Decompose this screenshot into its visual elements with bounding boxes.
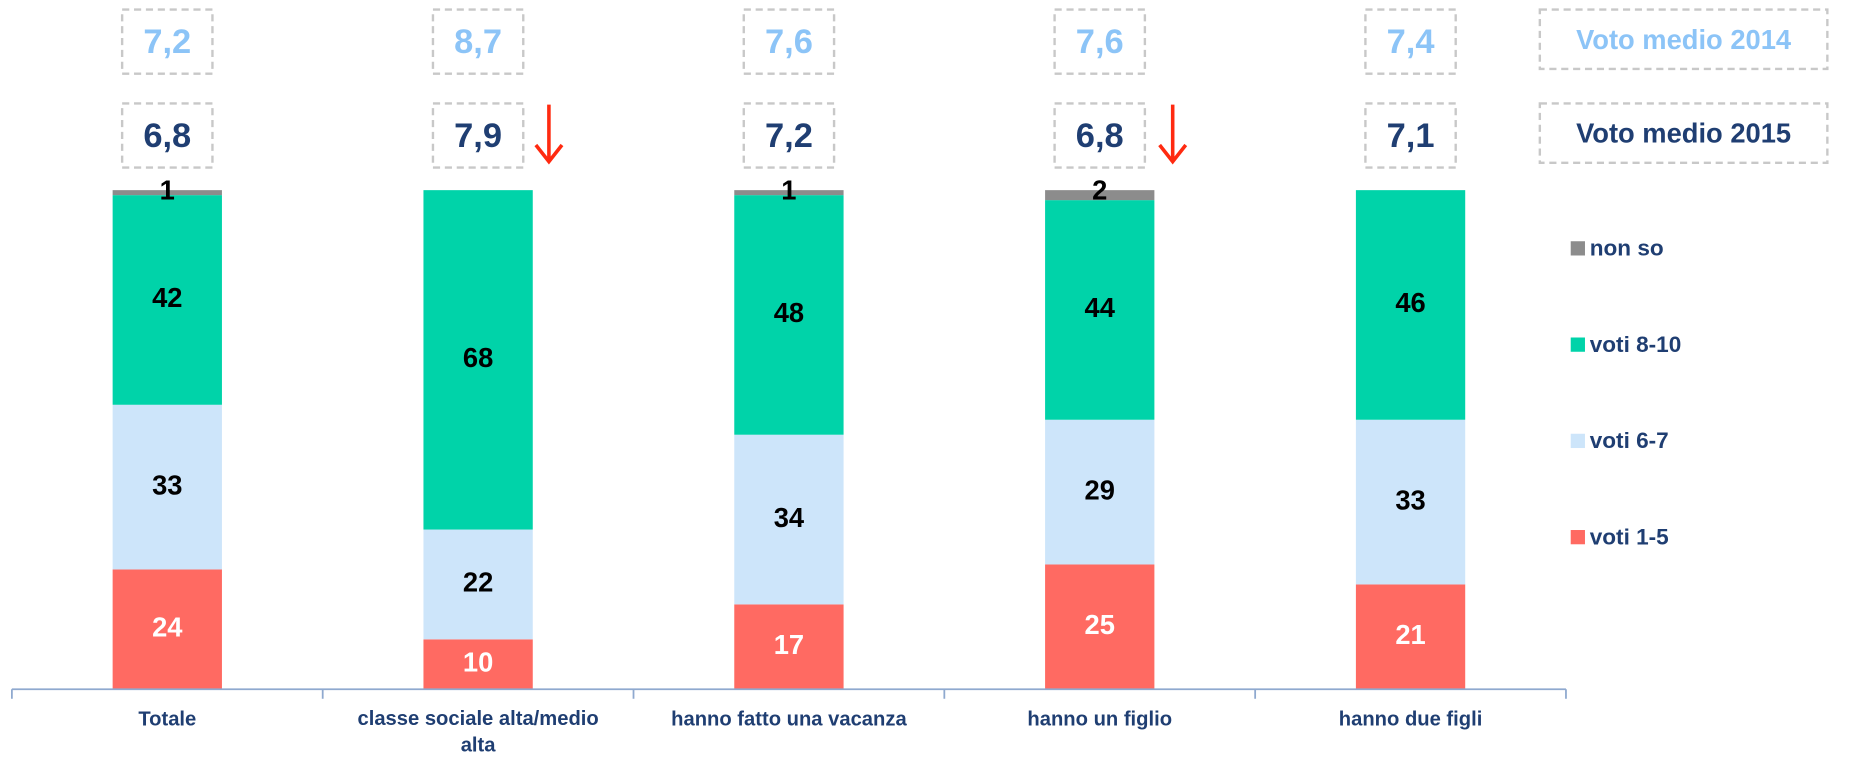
bar-segment bbox=[112, 190, 222, 196]
legend-swatch bbox=[1570, 241, 1585, 256]
average-value: 7,1 bbox=[1387, 117, 1435, 155]
data-label: 42 bbox=[152, 282, 182, 313]
x-tick-label: hanno un figlio bbox=[1027, 709, 1172, 731]
data-label: 68 bbox=[463, 342, 493, 373]
average-box bbox=[742, 102, 836, 169]
data-label: 24 bbox=[152, 612, 183, 643]
decline-arrows bbox=[534, 104, 1188, 165]
average-value: 7,2 bbox=[143, 23, 191, 61]
bar-segment bbox=[1355, 584, 1466, 690]
bar-segment bbox=[734, 604, 844, 690]
bar-segment bbox=[1045, 419, 1155, 565]
bar-segment bbox=[1045, 564, 1155, 690]
average-value: 8,7 bbox=[454, 23, 502, 61]
average-value: 7,6 bbox=[1076, 23, 1124, 61]
data-label: 34 bbox=[774, 502, 805, 533]
average-value: 7,9 bbox=[454, 117, 502, 155]
legend-label: voti 1-5 bbox=[1590, 524, 1669, 549]
average-legend-box bbox=[1538, 8, 1829, 71]
x-tick-label: hanno fatto una vacanza bbox=[671, 709, 907, 731]
bar-segment bbox=[734, 190, 844, 196]
data-label: 1 bbox=[781, 175, 796, 206]
average-legend-label: Voto medio 2015 bbox=[1576, 118, 1791, 149]
x-tick-label: hanno due figli bbox=[1339, 709, 1483, 731]
average-box bbox=[120, 8, 214, 75]
legend-label: voti 6-7 bbox=[1590, 428, 1669, 453]
data-label: 22 bbox=[463, 567, 493, 598]
data-label: 33 bbox=[152, 469, 182, 500]
data-label: 1 bbox=[160, 175, 175, 206]
data-label: 46 bbox=[1395, 287, 1425, 318]
average-box bbox=[120, 102, 214, 169]
bar-segment bbox=[734, 195, 844, 435]
bar-segment bbox=[112, 195, 222, 405]
average-box bbox=[1053, 102, 1147, 169]
data-label: 48 bbox=[774, 297, 804, 328]
average-value: 6,8 bbox=[1076, 117, 1124, 155]
down-arrow bbox=[534, 104, 564, 165]
bar-segment bbox=[734, 434, 844, 605]
data-label: 10 bbox=[463, 647, 493, 678]
average-value: 7,4 bbox=[1387, 23, 1435, 61]
average-box bbox=[1364, 102, 1457, 169]
data-label: 21 bbox=[1395, 619, 1425, 650]
average-value: 7,6 bbox=[765, 23, 813, 61]
bar-segment bbox=[423, 639, 533, 690]
average-value: 6,8 bbox=[143, 117, 191, 155]
data-label: 29 bbox=[1085, 474, 1115, 505]
bar-segment bbox=[1045, 190, 1155, 201]
bar-segment bbox=[1355, 190, 1466, 420]
data-label: 25 bbox=[1085, 609, 1115, 640]
bar-segment bbox=[423, 190, 533, 530]
average-legend-box bbox=[1538, 102, 1829, 164]
data-label: 44 bbox=[1085, 292, 1116, 323]
legend-label: voti 8-10 bbox=[1590, 332, 1682, 357]
bar-segment bbox=[1355, 419, 1466, 585]
data-label: 33 bbox=[1395, 484, 1425, 515]
down-arrow bbox=[1158, 104, 1188, 165]
legend-swatch bbox=[1570, 337, 1585, 352]
data-label: 2 bbox=[1092, 175, 1107, 206]
x-tick-label: Totale bbox=[138, 709, 196, 731]
bar-segment bbox=[1045, 200, 1155, 420]
average-box bbox=[431, 102, 525, 169]
bar-segment bbox=[423, 529, 533, 640]
legend-swatch bbox=[1570, 530, 1585, 545]
bar-segment bbox=[112, 569, 222, 690]
legend-swatch bbox=[1570, 433, 1585, 449]
bar-segment bbox=[112, 404, 222, 570]
average-value: 7,2 bbox=[765, 117, 813, 155]
average-legend-label: Voto medio 2014 bbox=[1576, 24, 1792, 55]
average-box bbox=[1364, 8, 1457, 75]
legend-label: non so bbox=[1590, 236, 1664, 261]
average-box bbox=[1053, 8, 1147, 75]
data-label: 17 bbox=[774, 629, 804, 660]
average-box bbox=[431, 8, 525, 75]
x-tick-label: classe sociale alta/medio alta bbox=[357, 709, 598, 757]
average-box bbox=[742, 8, 836, 75]
